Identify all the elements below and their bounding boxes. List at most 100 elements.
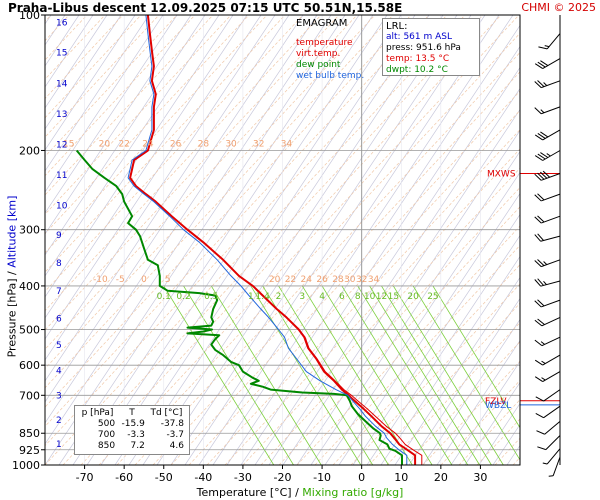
mixing-ratio-label: 0.2 (176, 292, 190, 302)
lrl-title: LRL: (386, 21, 408, 32)
adiabat-label: 24 (142, 139, 154, 149)
mixing-ratio-label: 2 (276, 292, 282, 302)
axis-layer: -70 -60 -50 -40 -30 -20 -10 0 10 20 30100200300400… (12, 9, 487, 484)
x-tick-label: 0 (358, 471, 365, 484)
isotherm-line (142, 15, 444, 465)
isotherm-line (45, 15, 178, 214)
adiabat-label: 30 (225, 139, 237, 149)
wind-barb-flag (534, 216, 542, 224)
table-cell: -3.3 (127, 430, 145, 440)
adiabat-line (45, 15, 286, 273)
grid-layer (45, 15, 600, 465)
isotherm-line (170, 15, 472, 465)
x-tick-label: -40 (194, 471, 212, 484)
wind-barb-flag (534, 134, 543, 141)
altitude-tick-label: 14 (56, 80, 68, 90)
mixing-ratio-line (341, 285, 453, 465)
pressure-tick-label: 500 (19, 324, 40, 337)
adiabat-line (45, 15, 142, 119)
isotherm-line (45, 15, 276, 361)
altitude-tick-label: 2 (56, 416, 62, 426)
mixing-ratio-label: 10 (364, 292, 376, 302)
wind-barb (536, 421, 561, 435)
wind-barb-shaft (546, 33, 561, 50)
isotherm-line (45, 15, 332, 445)
table-cell: 7.2 (130, 441, 145, 451)
isotherm-line (184, 15, 486, 465)
wind-barb-shaft (546, 448, 561, 465)
isotherm-line (114, 15, 416, 465)
wind-barb-shaft (542, 129, 561, 141)
adiabat-line (45, 15, 124, 100)
pressure-tick-label: 850 (19, 427, 40, 440)
wind-barb-shaft (544, 421, 561, 435)
adiabat-line (45, 15, 304, 292)
wind-barb (534, 150, 561, 161)
mixing-ratio-label: 4 (319, 292, 325, 302)
x-tick-label: -10 (313, 471, 331, 484)
isotherm-line (591, 15, 600, 465)
table-cell: -37.8 (160, 419, 184, 429)
adiabat-line (98, 15, 520, 465)
legend-title: EMAGRAM (296, 18, 348, 29)
isotherm-line (380, 255, 520, 465)
adiabat-line (368, 302, 520, 465)
mixing-ratio-label: 20 (407, 292, 419, 302)
table-cell: 4.6 (169, 441, 184, 451)
pressure-tick-label: 200 (19, 144, 40, 157)
wind-barb-flag (534, 359, 543, 366)
isotherm-line (45, 15, 192, 235)
altitude-tick-label: 10 (56, 201, 68, 211)
adiabat-line (440, 379, 520, 465)
wind-barb (534, 278, 561, 287)
adiabat-line (45, 15, 376, 370)
wind-barb-flag (537, 153, 546, 160)
lrl-alt: alt: 561 m ASL (386, 32, 452, 42)
altitude-tick-label: 11 (56, 171, 67, 181)
legend-item: temperature (296, 38, 353, 48)
wind-barb-flag (537, 172, 545, 180)
y-axis-label-altitude: Altitude [km] (5, 195, 19, 268)
wind-barb-flag (540, 131, 549, 138)
mixing-ratio-label: 8 (355, 292, 361, 302)
isotherm-line (577, 15, 600, 465)
pressure-tick-label: 300 (19, 224, 40, 237)
wind-barb-flag (534, 107, 542, 115)
mixing-ratio-line (381, 285, 492, 465)
isotherm-line (45, 15, 150, 172)
table-cell: 700 (97, 430, 116, 440)
level-marker-label: WBZL (485, 401, 511, 411)
table-row: 500 -15.9 -37.8 (78, 419, 186, 430)
x-tick-label: 20 (434, 471, 448, 484)
isotherm-line (436, 339, 520, 465)
mixing-ratio-line (392, 285, 504, 465)
adiabat-line (80, 15, 502, 465)
altitude-tick-label: 13 (56, 110, 67, 120)
isotherm-line (45, 15, 136, 151)
isotherm-line (296, 129, 520, 465)
isotherm-line (324, 171, 520, 465)
isotherm-line (45, 15, 304, 403)
isotherm-line (45, 15, 220, 277)
wind-barb (534, 336, 561, 347)
adiabat-line (260, 186, 520, 465)
wind-barb (548, 456, 561, 477)
adiabat-line (314, 244, 520, 465)
isotherm-line (58, 15, 360, 465)
isotherm-line (422, 318, 520, 465)
adiabat-line (45, 15, 358, 350)
wind-barb-flag (538, 46, 548, 50)
adiabat-label: 20 (269, 275, 281, 285)
wind-barb (535, 389, 561, 402)
wind-barb-flag (534, 319, 543, 327)
isotherm-line (268, 87, 520, 465)
adiabat-label: 24 (301, 275, 313, 285)
wind-barb-half (546, 153, 551, 157)
altitude-tick-label: 9 (56, 231, 62, 241)
wind-barb-shaft (540, 280, 561, 287)
adiabat-line (62, 15, 484, 465)
legend-item: dew point (296, 60, 341, 70)
wind-barb-shaft (542, 150, 561, 161)
legend-items: temperature virt.temp. dew point wet bulb t… (296, 38, 374, 82)
wind-barb-flag (535, 396, 544, 402)
